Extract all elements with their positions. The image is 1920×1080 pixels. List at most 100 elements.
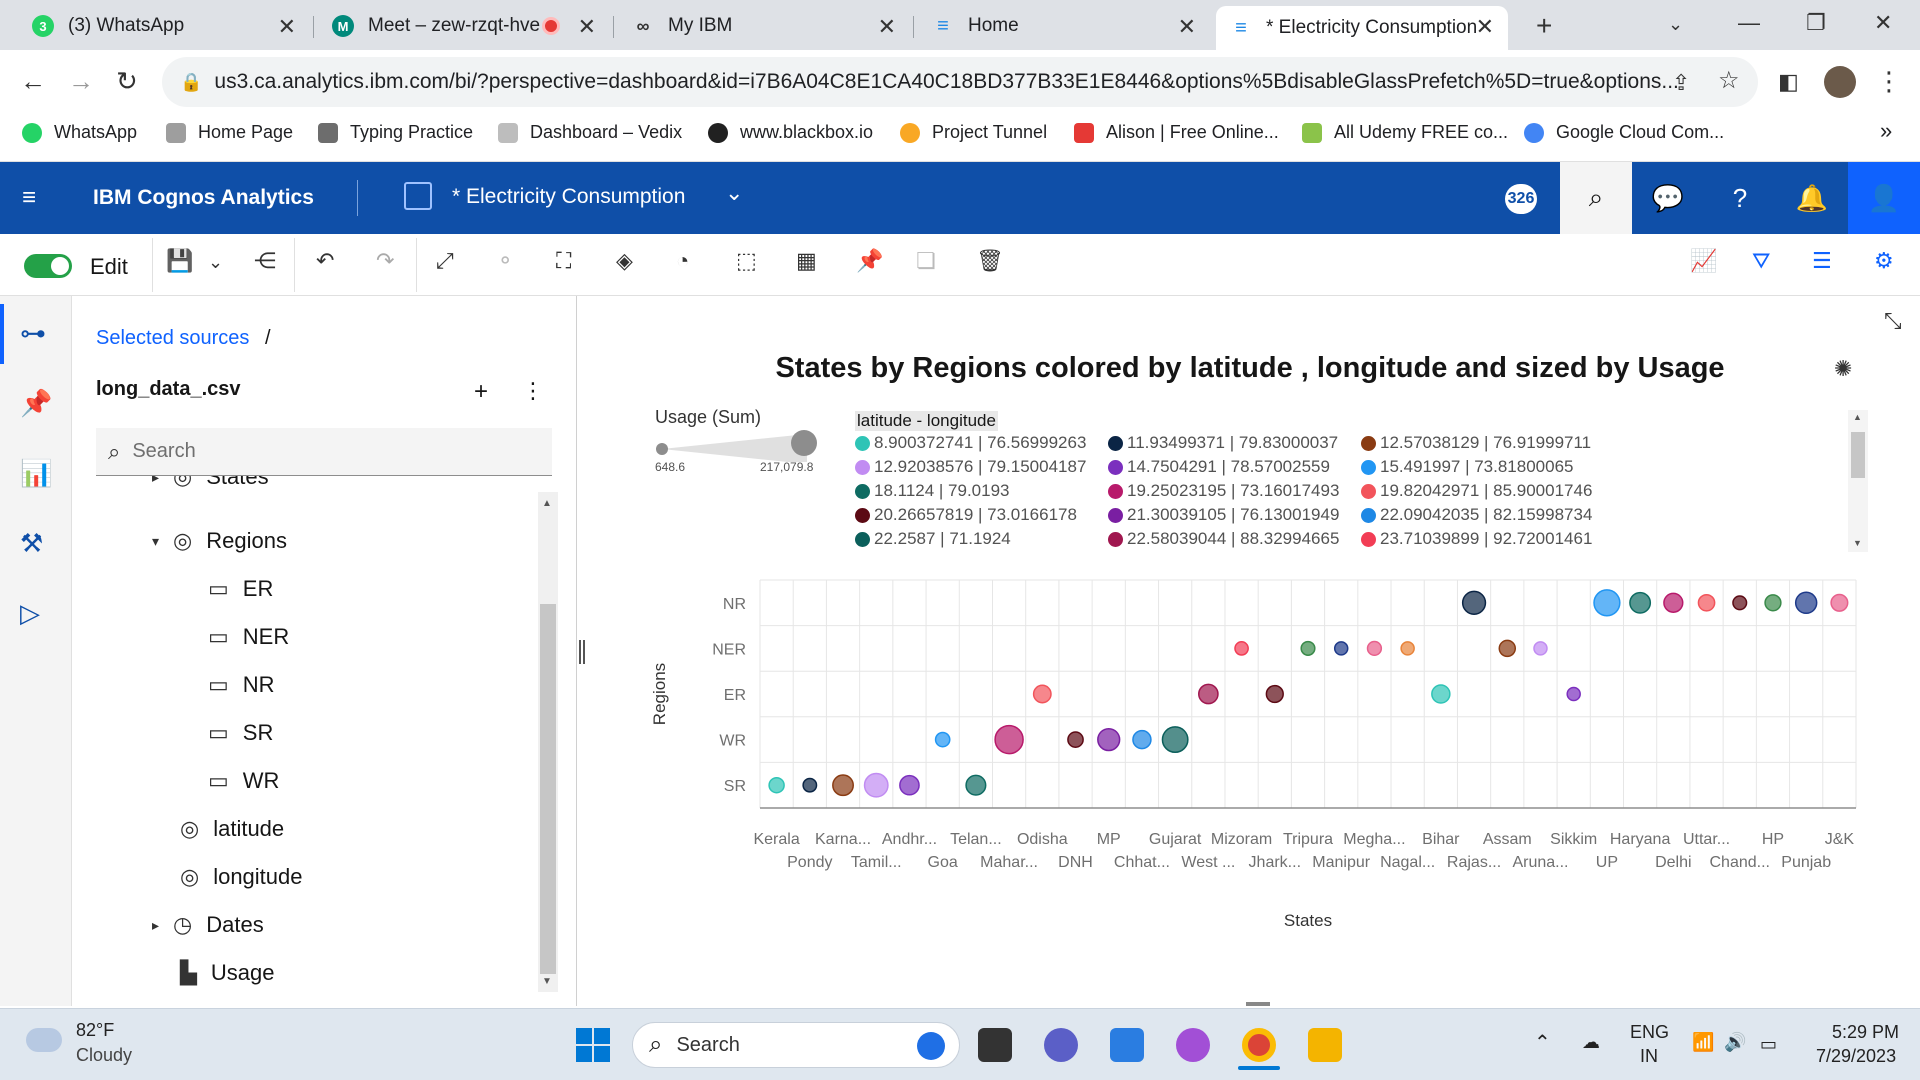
scrollbar-thumb[interactable] [540,604,556,974]
legend-entry[interactable]: 12.57038129 | 76.91999711 [1361,433,1591,453]
breadcrumb-link[interactable]: Selected sources [96,327,250,349]
windows-start-icon[interactable] [576,1028,610,1062]
share-icon[interactable]: ⇪ [1672,70,1691,95]
more-bookmarks-icon[interactable]: » [1880,118,1893,143]
tree-item-states[interactable]: ▸ ◎ States [152,476,269,490]
collapse-icon[interactable]: ⤡ [1884,308,1902,333]
scroll-down-icon[interactable]: ▼ [1853,538,1862,548]
user-icon[interactable]: 👤 [1848,162,1920,234]
insights-icon[interactable]: ◔ [676,248,690,273]
forward-icon[interactable]: → [68,66,94,96]
task-view-icon[interactable] [978,1028,1012,1062]
chrome-icon[interactable] [1242,1028,1276,1062]
expand-icon[interactable]: ⤢ [436,248,454,273]
close-icon[interactable]: ✕ [877,14,896,39]
bookmark-item[interactable]: All Udemy FREE co... [1302,122,1508,143]
source-search-input[interactable]: ⌕ Search [96,428,552,476]
close-icon[interactable]: ✕ [1177,14,1196,39]
legend-entry[interactable]: 22.2587 | 71.1924 [855,529,1011,549]
properties-icon[interactable]: ⚙ [1874,248,1894,273]
dashboard-title[interactable]: * Electricity Consumption [452,185,686,208]
tab-home[interactable]: ≡ Home ✕ [918,6,1210,46]
tree-item-er[interactable]: ▭ ER [208,576,273,602]
legend-entry[interactable]: 19.82042971 | 85.90001746 [1361,481,1592,501]
pin-icon[interactable]: 📌 [856,248,884,273]
side-panel-icon[interactable]: ◧ [1778,69,1799,94]
notification-count-badge[interactable]: 326 [1505,184,1537,214]
undo-icon[interactable]: ↶ [316,248,335,273]
legend-entry[interactable]: 22.09042035 | 82.15998734 [1361,505,1592,525]
tree-item-latitude[interactable]: ◎ latitude [180,816,284,842]
legend-entry[interactable]: 19.25023195 | 73.16017493 [1108,481,1339,501]
tree-item-regions[interactable]: ▾ ◎ Regions [152,528,287,554]
tree-item-nr[interactable]: ▭ NR [208,672,275,698]
bookmark-star-icon[interactable]: ☆ [1718,67,1740,94]
add-icon[interactable]: + [474,378,489,405]
legend-entry[interactable]: 8.900372741 | 76.56999263 [855,433,1086,453]
bookmark-item[interactable]: Alison | Free Online... [1074,122,1279,143]
bell-icon[interactable]: 🔔 [1795,182,1829,213]
chevron-down-icon[interactable]: ⌄ [208,252,224,272]
volume-icon[interactable]: 🔊 [1724,1032,1747,1052]
legend-entry[interactable]: 22.58039044 | 88.32994665 [1108,529,1339,549]
tab-my-ibm[interactable]: ∞ My IBM ✕ [618,6,910,46]
bookmark-item[interactable]: Google Cloud Com... [1524,122,1724,143]
bookmark-item[interactable]: Home Page [166,122,293,143]
tree-item-sr[interactable]: ▭ SR [208,720,273,746]
select-area-icon[interactable]: ⬚ [736,248,757,273]
share-icon[interactable]: ⋲ [254,248,276,273]
bookmark-item[interactable]: Project Tunnel [900,122,1047,143]
tab-meet[interactable]: M Meet – zew-rzqt-hve ✕ [318,6,610,46]
scrollbar-thumb[interactable] [1851,432,1865,478]
legend-entry[interactable]: 21.30039105 | 76.13001949 [1108,505,1339,525]
trend-icon[interactable]: 📈 [1690,248,1718,273]
legend-entry[interactable]: 18.1124 | 79.0193 [855,481,1010,501]
tab-electricity-consumption[interactable]: ≡ * Electricity Consumption ✕ [1216,6,1508,50]
connect-icon[interactable]: ⚬ [496,248,515,273]
chat-icon[interactable]: 💬 [1651,182,1685,213]
panel-resize-handle[interactable] [579,640,585,664]
tree-scrollbar[interactable]: ▲ ▼ [538,492,558,992]
duplicate-icon[interactable]: ❏ [916,248,936,273]
save-icon[interactable]: 💾 [166,248,194,273]
onedrive-icon[interactable]: ☁ [1582,1032,1600,1052]
legend-entry[interactable]: 15.491997 | 73.81800065 [1361,457,1574,477]
bookmark-item[interactable]: WhatsApp [22,122,137,143]
pin-icon[interactable]: 📌 [20,388,53,418]
close-window-icon[interactable]: ✕ [1874,10,1893,35]
close-icon[interactable]: ✕ [577,14,596,39]
chevron-down-icon[interactable]: ⌄ [725,180,744,205]
bar-chart-icon[interactable]: 📊 [20,458,53,488]
help-icon[interactable]: ? [1732,182,1748,213]
overflow-menu-icon[interactable]: ⋮ [522,378,544,403]
bookmark-item[interactable]: www.blackbox.io [708,122,873,143]
table-icon[interactable]: ▦ [796,248,817,273]
breadcrumb[interactable]: Selected sources / [96,327,271,350]
profile-avatar[interactable] [1824,66,1856,98]
minimize-icon[interactable]: — [1738,10,1760,35]
tree-item-usage[interactable]: ▙ Usage [180,960,275,986]
wifi-icon[interactable]: 📶 [1692,1032,1715,1052]
store-icon[interactable] [1110,1028,1144,1062]
tree-item-longitude[interactable]: ◎ longitude [180,864,303,890]
scroll-down-icon[interactable]: ▼ [542,976,552,987]
tree-item-wr[interactable]: ▭ WR [208,768,279,794]
filter-icon[interactable]: ⛛ [1752,248,1771,273]
widget-icon[interactable]: ◈ [616,248,633,273]
menu-icon[interactable]: ⋮ [1876,66,1902,96]
search-icon[interactable]: ⌕ [1560,162,1632,234]
edit-toggle[interactable] [24,254,72,278]
close-icon[interactable]: ✕ [1475,14,1494,39]
language-code[interactable]: ENG [1630,1022,1670,1042]
new-tab-icon[interactable]: + [1536,10,1553,41]
legend-entry[interactable]: 14.7504291 | 78.57002559 [1108,457,1330,477]
teams-icon[interactable] [1044,1028,1078,1062]
tools-icon[interactable]: ⚒ [20,528,44,558]
legend-scrollbar[interactable]: ▲ ▼ [1848,410,1868,552]
legend-entry[interactable]: 11.93499371 | 79.83000037 [1108,433,1338,453]
file-explorer-icon[interactable] [1308,1028,1342,1062]
legend-entry[interactable]: 12.92038576 | 79.15004187 [855,457,1086,477]
hamburger-menu-icon[interactable]: ≡ [22,184,37,211]
visualization-icon[interactable]: ⛶ [556,248,572,273]
canvas-resize-handle[interactable] [1246,1002,1270,1006]
